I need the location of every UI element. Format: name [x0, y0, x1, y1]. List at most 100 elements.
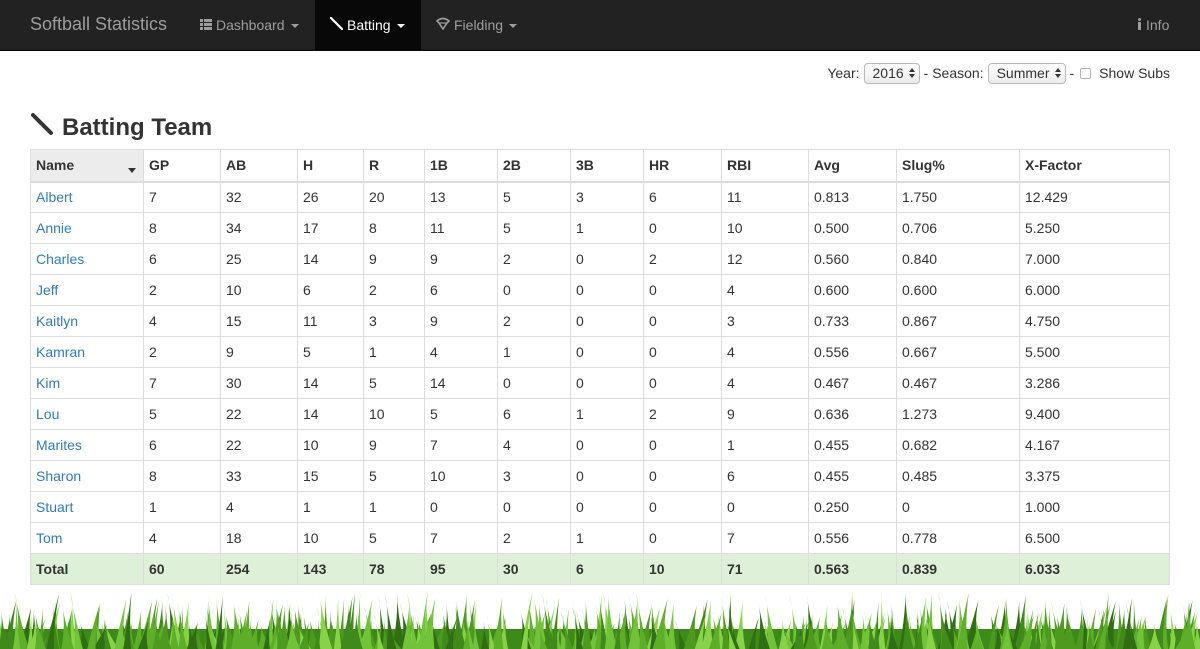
nav-fielding-label: Fielding — [454, 17, 504, 33]
stat-cell: 6 — [643, 181, 722, 213]
stat-cell: 0.636 — [808, 398, 897, 430]
stat-cell: 3.375 — [1019, 460, 1170, 492]
player-link[interactable]: Annie — [36, 220, 72, 236]
column-header-gp[interactable]: GP — [143, 149, 221, 183]
total-cell: 10 — [643, 553, 722, 585]
bat-icon — [30, 112, 62, 143]
stat-cell: 0.500 — [808, 212, 897, 244]
column-header-2b[interactable]: 2B — [497, 149, 571, 183]
column-header-hr[interactable]: HR — [643, 149, 722, 183]
stat-cell: 33 — [220, 460, 298, 492]
stat-cell: 1 — [721, 429, 809, 461]
stat-cell: 3 — [570, 181, 644, 213]
player-link[interactable]: Kim — [36, 375, 61, 391]
page-title-text: Batting Team — [62, 113, 213, 141]
column-header-1b[interactable]: 1B — [424, 149, 498, 183]
stat-cell: 2 — [497, 522, 571, 554]
table-row: Kaitlyn 4 15 11 3 9 2 0 0 3 0.733 0.867 4.750 — [30, 305, 1170, 337]
player-link[interactable]: Sharon — [36, 468, 82, 484]
table-row: Charles 6 25 14 9 9 2 0 2 12 0.560 0.840 7.000 — [30, 243, 1170, 275]
grass-footer-image — [0, 591, 1200, 649]
stat-cell: 1.750 — [896, 181, 1020, 213]
stat-cell: 14 — [297, 367, 364, 399]
stat-cell: 5.250 — [1019, 212, 1170, 244]
stat-cell: 7 — [143, 367, 221, 399]
player-link[interactable]: Lou — [36, 406, 60, 422]
column-header-avg[interactable]: Avg — [808, 149, 897, 183]
filter-bar: Year: 2016 - Season: Summer - Show Subs — [827, 62, 1170, 84]
stat-cell: 8 — [143, 212, 221, 244]
player-link[interactable]: Marites — [36, 437, 82, 453]
column-header-r[interactable]: R — [363, 149, 425, 183]
stat-cell: 4.750 — [1019, 305, 1170, 337]
player-link[interactable]: Kaitlyn — [36, 313, 79, 329]
stat-cell: 0.560 — [808, 243, 897, 275]
bat-icon — [329, 0, 344, 50]
stat-cell: 5 — [363, 367, 425, 399]
player-name-cell: Kim — [30, 367, 144, 399]
nav-info-link[interactable]: Info — [1122, 0, 1184, 50]
player-link[interactable]: Charles — [36, 251, 85, 267]
column-header-x-factor[interactable]: X-Factor — [1019, 149, 1170, 183]
nav-batting-dropdown[interactable]: Batting — [315, 0, 421, 50]
stat-cell: 4 — [220, 491, 298, 523]
total-cell: 6.033 — [1019, 553, 1170, 585]
totals-row: Total 60 254 143 78 95 30 6 10 71 0.563 0.839 6.033 — [30, 553, 1170, 585]
player-link[interactable]: Albert — [36, 189, 73, 206]
stat-cell: 0 — [643, 429, 722, 461]
total-cell: 71 — [721, 553, 809, 585]
stat-cell: 0.556 — [808, 522, 897, 554]
nav-fielding-dropdown[interactable]: Fielding — [421, 0, 532, 50]
stat-cell: 4 — [497, 429, 571, 461]
stat-cell: 0.600 — [896, 274, 1020, 306]
stat-cell: 14 — [297, 243, 364, 275]
navbar: Softball Statistics Dashboard Batting Fi… — [0, 0, 1200, 51]
column-header-slug[interactable]: Slug% — [896, 149, 1020, 183]
column-header-3b[interactable]: 3B — [570, 149, 644, 183]
stat-cell: 0.867 — [896, 305, 1020, 337]
stat-cell: 2 — [497, 305, 571, 337]
year-select[interactable]: 2016 — [863, 62, 920, 84]
stat-cell: 5 — [143, 398, 221, 430]
player-link[interactable]: Kamran — [36, 344, 86, 360]
table-row: Kim 7 30 14 5 14 0 0 0 4 0.467 0.467 3.286 — [30, 367, 1170, 399]
total-cell: 254 — [220, 553, 298, 585]
stat-cell: 20 — [363, 181, 425, 213]
stat-cell: 32 — [220, 181, 298, 213]
player-name-cell: Stuart — [30, 491, 144, 523]
player-link[interactable]: Tom — [36, 530, 63, 546]
totals-label: Total — [30, 553, 144, 585]
player-link[interactable]: Stuart — [36, 499, 74, 515]
stat-cell: 5 — [424, 398, 498, 430]
stat-cell: 9 — [424, 305, 498, 337]
stat-cell: 0.840 — [896, 243, 1020, 275]
grid-icon — [200, 0, 212, 50]
stat-cell: 0 — [643, 491, 722, 523]
stat-cell: 2 — [143, 336, 221, 368]
player-link[interactable]: Jeff — [36, 282, 59, 298]
stat-cell: 1 — [143, 491, 221, 523]
column-header-h[interactable]: H — [297, 149, 364, 183]
stat-cell: 0.250 — [808, 491, 897, 523]
season-label: - Season: — [923, 65, 984, 81]
stat-cell: 1 — [497, 336, 571, 368]
brand-title[interactable]: Softball Statistics — [30, 14, 168, 34]
column-header-name[interactable]: Name — [30, 149, 144, 183]
column-header-rbi[interactable]: RBI — [721, 149, 809, 183]
stat-cell: 0.467 — [808, 367, 897, 399]
stat-cell: 6 — [143, 429, 221, 461]
season-select[interactable]: Summer — [987, 62, 1066, 84]
column-header-ab[interactable]: AB — [220, 149, 298, 183]
stat-cell: 6 — [297, 274, 364, 306]
stat-cell: 34 — [220, 212, 298, 244]
nav-dashboard-dropdown[interactable]: Dashboard — [185, 0, 314, 50]
show-subs-checkbox[interactable] — [1080, 67, 1092, 79]
stat-cell: 0 — [570, 336, 644, 368]
stat-cell: 0.813 — [808, 181, 897, 213]
select-arrows-icon — [1054, 68, 1061, 78]
stat-cell: 1.000 — [1019, 491, 1170, 523]
stat-cell: 4 — [424, 336, 498, 368]
show-subs-label[interactable]: Show Subs — [1099, 65, 1170, 81]
stat-cell: 1 — [570, 212, 644, 244]
stat-cell: 5.500 — [1019, 336, 1170, 368]
